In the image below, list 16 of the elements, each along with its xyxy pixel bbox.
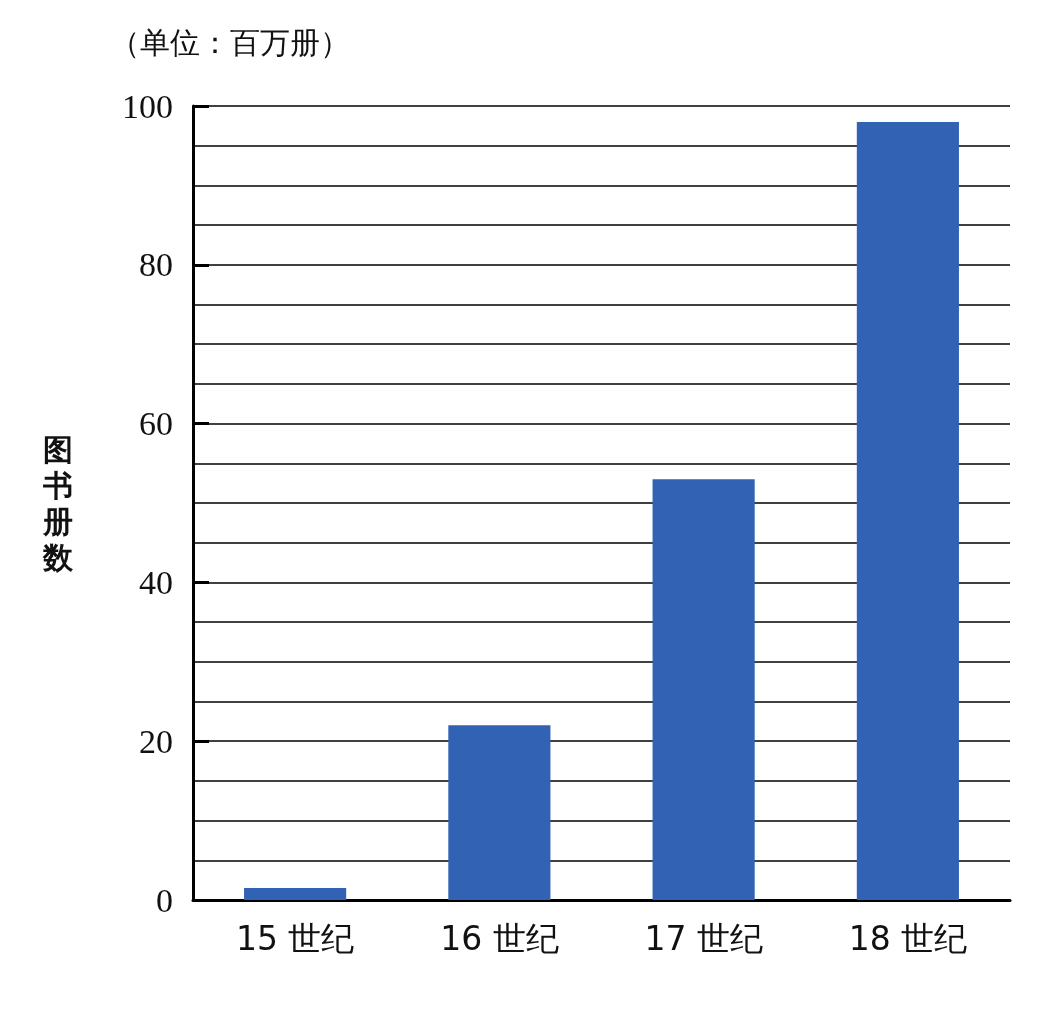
bar bbox=[652, 479, 755, 900]
y-tick-label: 40 bbox=[139, 563, 173, 601]
y-tick-label: 80 bbox=[139, 246, 173, 284]
x-tick-label: 15 世纪 bbox=[235, 919, 355, 958]
x-tick-label: 16 世纪 bbox=[440, 919, 559, 958]
bar bbox=[448, 725, 551, 900]
x-tick-label: 18 世纪 bbox=[848, 919, 968, 958]
bar bbox=[856, 121, 959, 900]
y-axis-title: 图书册数 bbox=[42, 431, 74, 575]
y-tick-label: 100 bbox=[122, 87, 173, 125]
y-tick-label: 60 bbox=[139, 405, 173, 443]
y-tick-label: 0 bbox=[156, 881, 173, 919]
x-tick-label: 17 世纪 bbox=[644, 919, 763, 958]
bar bbox=[244, 888, 347, 900]
chart-title: （单位：百万册） bbox=[110, 24, 350, 60]
y-tick-label: 20 bbox=[139, 722, 173, 760]
